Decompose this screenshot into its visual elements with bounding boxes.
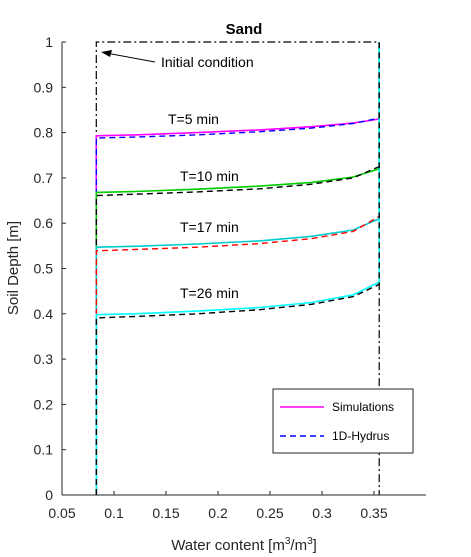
simulation-line-3: [95, 42, 381, 495]
time-label-10: T=10 min: [180, 168, 239, 184]
initial-condition-arrow: [105, 52, 156, 63]
legend-box: [272, 388, 414, 454]
x-tick-label: 0.15: [152, 505, 179, 521]
x-tick-label: 0.2: [208, 505, 228, 521]
chart-title: Sand: [226, 21, 263, 38]
x-axis-label-sup2: 3: [307, 536, 313, 547]
legend-simulations-label: Simulations: [332, 400, 394, 414]
x-tick-label: 0.3: [312, 505, 332, 521]
hydrus-line-0: [95, 42, 380, 495]
x-axis-label-mid: /m: [290, 537, 307, 554]
hydrus-line-2: [95, 42, 380, 495]
hydrus-line-3: [95, 42, 380, 495]
hydrus-line-1: [95, 42, 380, 495]
x-tick-label: 0.25: [256, 505, 283, 521]
series-layer: [95, 42, 381, 495]
y-tick-label: 0.7: [34, 170, 54, 186]
time-label-5: T=5 min: [168, 111, 219, 127]
y-tick-label: 0.5: [34, 261, 54, 277]
y-tick-label: 0.1: [34, 442, 54, 458]
annotations: Initial condition T=5 min T=10 min T=17 …: [101, 50, 254, 301]
x-axis-label-sup1: 3: [285, 536, 291, 547]
y-tick-label: 0: [45, 487, 53, 503]
y-tick-label: 0.3: [34, 351, 54, 367]
x-tick-label: 0.05: [48, 505, 75, 521]
x-axis-label: Water content [m3/m3]: [171, 536, 317, 554]
initial-condition-label: Initial condition: [161, 54, 254, 70]
initial-condition-arrowhead: [101, 50, 112, 57]
time-label-17: T=17 min: [180, 219, 239, 235]
y-tick-label: 0.2: [34, 396, 54, 412]
legend-hydrus-label: 1D-Hydrus: [332, 429, 389, 443]
x-ticks: 0.05 0.1 0.15 0.2 0.25 0.3 0.35: [48, 491, 388, 521]
y-tick-label: 0.9: [34, 79, 54, 95]
y-axis-label: Soil Depth [m]: [5, 221, 22, 315]
x-tick-label: 0.1: [104, 505, 124, 521]
x-axis-label-main: Water content [m: [171, 537, 285, 554]
time-label-26: T=26 min: [180, 285, 239, 301]
legend: Simulations 1D-Hydrus: [272, 388, 414, 454]
simulation-line-2: [95, 42, 381, 495]
x-tick-label: 0.35: [360, 505, 387, 521]
y-tick-label: 0.6: [34, 215, 54, 231]
y-tick-label: 0.4: [34, 306, 54, 322]
y-tick-label: 1: [45, 34, 53, 50]
x-axis-label-end: ]: [313, 537, 317, 554]
simulation-line-1: [95, 42, 381, 495]
y-tick-label: 0.8: [34, 125, 54, 141]
y-ticks: 0 0.1 0.2 0.3 0.4 0.5 0.6 0.7 0.8 0.9 1: [34, 34, 66, 503]
